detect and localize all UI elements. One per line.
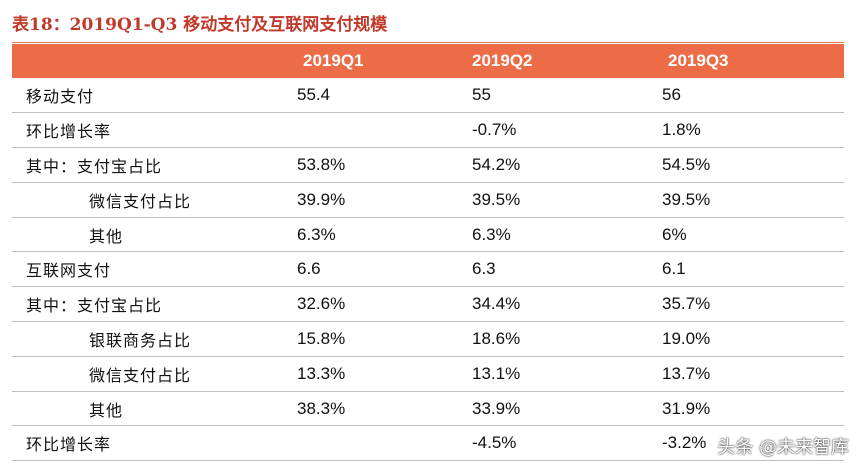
cell-2019q3: 35.7%	[662, 294, 711, 314]
cell-2019q2: 33.9%	[472, 398, 521, 418]
cell-2019q1: 32.6%	[297, 294, 346, 314]
cell-2019q3: 31.9%	[662, 398, 711, 418]
title-rule	[12, 42, 844, 43]
table-row: 其他 38.3% 33.9% 31.9%	[12, 391, 844, 426]
cell-2019q1: 6.3%	[297, 224, 336, 244]
cell-2019q2: 34.4%	[472, 294, 521, 314]
row-label: 环比增长率	[26, 435, 112, 455]
cell-2019q2: 18.6%	[472, 328, 521, 348]
cell-2019q2: 39.5%	[472, 189, 521, 209]
header-cell-2019q2: 2019Q2	[472, 44, 662, 78]
cell-2019q1: 15.8%	[297, 328, 346, 348]
table-title: 表18：2019Q1-Q3 移动支付及互联网支付规模	[12, 15, 388, 35]
table-row: 其中：支付宝占比 32.6% 34.4% 35.7%	[12, 287, 844, 322]
cell-2019q3: 13.7%	[662, 363, 711, 383]
row-label: 其中：支付宝占比	[26, 156, 163, 176]
table-row: 银联商务占比 15.8% 18.6% 19.0%	[12, 322, 844, 357]
row-label: 微信支付占比	[89, 191, 192, 211]
cell-2019q3: 39.5%	[662, 189, 711, 209]
cell-2019q2: -0.7%	[472, 120, 517, 140]
table-row: 互联网支付 6.6 6.3 6.1	[12, 252, 844, 287]
cell-2019q3: 19.0%	[662, 328, 711, 348]
cell-2019q2: 6.3	[472, 259, 496, 279]
cell-2019q1	[297, 113, 472, 148]
row-label: 其他	[89, 400, 124, 420]
cell-2019q1: 38.3%	[297, 398, 346, 418]
row-label: 微信支付占比	[89, 365, 192, 385]
cell-2019q1: 13.3%	[297, 363, 346, 383]
row-label: 互联网支付	[26, 261, 112, 281]
row-label: 其中：支付宝占比	[26, 296, 163, 316]
table-row: 微信支付占比 39.9% 39.5% 39.5%	[12, 182, 844, 218]
cell-2019q2: 55	[472, 85, 491, 105]
table-row: 环比增长率 -0.7% 1.8%	[12, 113, 844, 148]
cell-2019q3: 56	[662, 85, 681, 105]
header-cell-2019q3: 2019Q3	[662, 44, 844, 78]
cell-2019q2: -4.5%	[472, 433, 517, 453]
cell-2019q3: 6%	[662, 224, 687, 244]
table-row: 移动支付 55.4 55 56	[12, 78, 844, 113]
table-row: 环比增长率 -4.5% -3.2%	[12, 426, 844, 461]
header-cell-label	[12, 44, 297, 78]
row-label: 环比增长率	[26, 122, 112, 142]
table-row: 微信支付占比 13.3% 13.1% 13.7%	[12, 356, 844, 392]
cell-2019q3: 54.5%	[662, 154, 711, 174]
table-row: 其他 6.3% 6.3% 6%	[12, 217, 844, 252]
header-cell-2019q1: 2019Q1	[297, 44, 472, 78]
cell-2019q3: 6.1	[662, 259, 686, 279]
payment-scale-table: 2019Q1 2019Q2 2019Q3 移动支付 55.4 55 56 环比增…	[12, 44, 844, 461]
cell-2019q1	[297, 426, 472, 461]
cell-2019q2: 6.3%	[472, 224, 511, 244]
cell-2019q1: 6.6	[297, 259, 321, 279]
watermark: 头条 @未来智库	[717, 437, 849, 458]
cell-2019q3: 1.8%	[662, 120, 701, 140]
header-row: 2019Q1 2019Q2 2019Q3	[12, 44, 844, 78]
cell-2019q1: 53.8%	[297, 154, 346, 174]
table-row: 其中：支付宝占比 53.8% 54.2% 54.5%	[12, 148, 844, 183]
cell-2019q1: 55.4	[297, 85, 331, 105]
row-label: 其他	[89, 226, 124, 246]
cell-2019q1: 39.9%	[297, 189, 346, 209]
row-label: 移动支付	[26, 87, 95, 107]
cell-2019q2: 13.1%	[472, 363, 521, 383]
cell-2019q2: 54.2%	[472, 154, 521, 174]
row-label: 银联商务占比	[89, 330, 192, 350]
cell-2019q3: -3.2%	[662, 433, 707, 453]
